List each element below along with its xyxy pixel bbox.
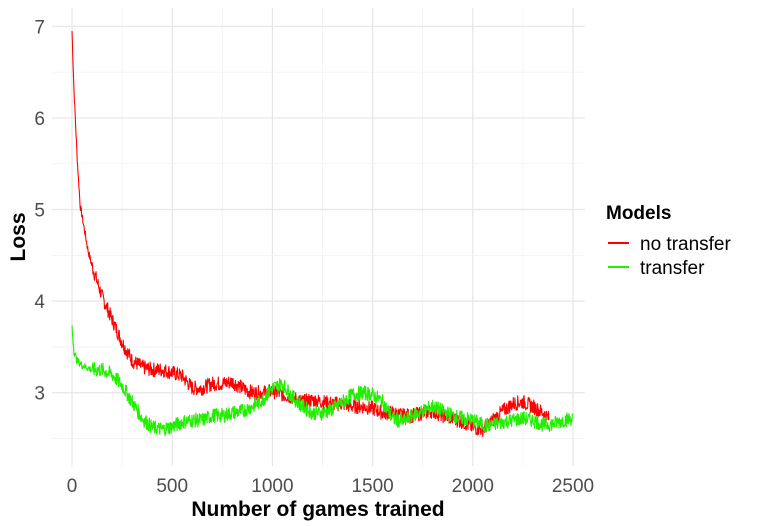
x-tick-label: 500 [156,476,188,497]
x-tick-label: 2500 [552,476,594,497]
x-tick-label: 1000 [251,476,293,497]
x-tick-label: 0 [67,476,78,497]
series-line-transfer [71,325,574,437]
x-axis-title: Number of games trained [191,498,444,521]
legend-title: Models [606,203,671,224]
legend-label-transfer: transfer [640,258,705,279]
y-tick-label: 7 [34,17,45,38]
y-axis-ticks: 3 4 5 6 7 [34,17,45,404]
x-tick-label: 2000 [452,476,494,497]
legend-label-no-transfer: no transfer [640,234,731,255]
y-tick-label: 4 [34,292,45,313]
y-tick-label: 6 [34,109,45,130]
x-tick-label: 1500 [351,476,393,497]
grid [52,8,585,466]
y-tick-label: 5 [34,201,45,222]
x-axis-ticks: 0 500 1000 1500 2000 2500 [67,476,594,497]
y-axis-title: Loss [7,212,30,261]
y-tick-label: 3 [34,384,45,405]
series-line-no-transfer [71,30,550,438]
legend: Models no transfer transfer [606,203,731,279]
series-lines [71,30,574,438]
